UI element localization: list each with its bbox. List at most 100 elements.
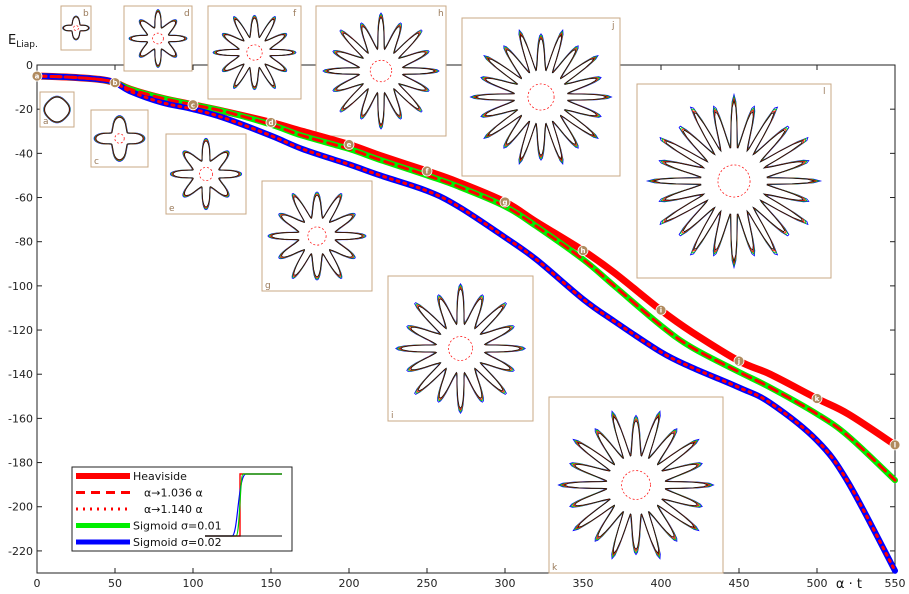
x-tick-label: 400 bbox=[651, 577, 672, 590]
series-line-2 bbox=[35, 74, 897, 573]
x-tick-label: 450 bbox=[729, 577, 750, 590]
inset-core bbox=[199, 167, 213, 181]
inset-label: k bbox=[552, 563, 558, 573]
y-tick-label: -60 bbox=[15, 192, 33, 205]
inset-contour bbox=[268, 192, 366, 280]
inset-contour bbox=[212, 14, 297, 91]
point-marker-label: g bbox=[502, 198, 507, 206]
inset-contour bbox=[645, 92, 823, 270]
inset-frame bbox=[165, 133, 247, 215]
point-marker-label: f bbox=[425, 168, 429, 176]
point-marker bbox=[187, 99, 199, 111]
inset-contour bbox=[44, 96, 70, 123]
y-tick-label: -20 bbox=[15, 103, 33, 116]
inset-label: h bbox=[438, 9, 444, 19]
y-tick-label: -140 bbox=[8, 368, 33, 381]
inset-core bbox=[621, 470, 651, 500]
y-tick-label: -120 bbox=[8, 324, 33, 337]
inset-core bbox=[527, 83, 555, 111]
inset-contour bbox=[399, 287, 522, 410]
y-tick-label: -180 bbox=[8, 457, 33, 470]
inset-core bbox=[307, 226, 327, 246]
inset-label: a bbox=[43, 117, 49, 127]
legend: Heaviside α→1.036 α α→1.140 α Sigmoid σ=0.0… bbox=[71, 466, 293, 552]
point-marker-label: l bbox=[894, 441, 896, 449]
legend-frame bbox=[71, 466, 293, 552]
point-marker bbox=[499, 196, 511, 208]
point-marker bbox=[109, 77, 121, 89]
inset-frame bbox=[636, 83, 832, 279]
inset-core bbox=[448, 336, 473, 361]
x-tick-label: 0 bbox=[34, 577, 41, 590]
inset-label: i bbox=[391, 411, 394, 421]
inset-contour bbox=[650, 97, 818, 265]
inset-frame bbox=[261, 180, 373, 292]
y-tick-label: -220 bbox=[8, 545, 33, 558]
inset-frame bbox=[123, 5, 193, 72]
legend-label: α→1.036 α bbox=[144, 487, 203, 500]
inset-j: j bbox=[461, 17, 621, 177]
y-tick-label: -80 bbox=[15, 236, 33, 249]
legend-label: Sigmoid σ=0.01 bbox=[133, 520, 222, 533]
inset-core bbox=[114, 133, 125, 144]
point-marker-label: k bbox=[815, 395, 820, 403]
inset-core bbox=[246, 44, 263, 61]
x-tick-label: 200 bbox=[339, 577, 360, 590]
inset-contour bbox=[563, 415, 709, 555]
inset-d: d bbox=[123, 5, 193, 72]
point-marker bbox=[31, 70, 43, 82]
y-tick-label: 0 bbox=[26, 59, 33, 72]
inset-frame bbox=[207, 5, 302, 100]
inset-label: g bbox=[265, 281, 271, 291]
inset-frame bbox=[387, 275, 534, 422]
y-tick-label: -200 bbox=[8, 501, 33, 514]
inset-contour bbox=[213, 15, 296, 90]
inset-core bbox=[369, 59, 393, 83]
inset-label: f bbox=[293, 9, 297, 19]
inset-c: c bbox=[90, 109, 149, 168]
inset-contour bbox=[95, 117, 144, 160]
inset-frame bbox=[60, 5, 92, 51]
y-axis-label: ELiap. bbox=[8, 33, 38, 50]
y-tick-label: -160 bbox=[8, 412, 33, 425]
point-marker bbox=[733, 355, 745, 367]
inset-core bbox=[152, 32, 164, 45]
x-tick-label: 300 bbox=[495, 577, 516, 590]
inset-contour bbox=[214, 16, 295, 89]
y-tick-label: -100 bbox=[8, 280, 33, 293]
inset-h: h bbox=[315, 5, 447, 137]
x-tick-label: 50 bbox=[108, 577, 122, 590]
inset-core bbox=[73, 25, 79, 31]
inset-contour bbox=[215, 17, 294, 88]
inset-core bbox=[717, 164, 751, 198]
point-marker-label: d bbox=[268, 119, 273, 127]
inset-a: a bbox=[39, 91, 75, 128]
x-axis-label: α · t bbox=[836, 577, 862, 592]
inset-contour bbox=[648, 95, 820, 267]
inset-contour bbox=[271, 194, 363, 278]
point-marker bbox=[343, 139, 355, 150]
inset-contour bbox=[63, 16, 89, 40]
inset-label: d bbox=[184, 9, 190, 19]
point-marker-label: b bbox=[112, 79, 117, 87]
inset-e: e bbox=[165, 133, 247, 215]
inset-k: k bbox=[548, 396, 724, 574]
inset-f: f bbox=[207, 5, 302, 100]
point-marker-label: h bbox=[581, 247, 586, 255]
inset-contour bbox=[267, 191, 367, 281]
point-marker-label: e bbox=[347, 141, 352, 149]
inset-g: g bbox=[261, 180, 373, 292]
legend-label: Heaviside bbox=[133, 470, 187, 483]
x-tick-label: 550 bbox=[885, 577, 906, 590]
x-tick-label: 250 bbox=[417, 577, 438, 590]
point-marker-label: a bbox=[35, 73, 40, 81]
point-marker-label: c bbox=[191, 101, 195, 109]
inset-frame bbox=[39, 91, 75, 128]
x-tick-label: 150 bbox=[261, 577, 282, 590]
point-marker-label: j bbox=[737, 357, 740, 365]
point-marker bbox=[577, 245, 589, 256]
point-marker bbox=[889, 439, 901, 451]
inset-l: l bbox=[636, 83, 832, 279]
inset-contour bbox=[172, 140, 240, 208]
